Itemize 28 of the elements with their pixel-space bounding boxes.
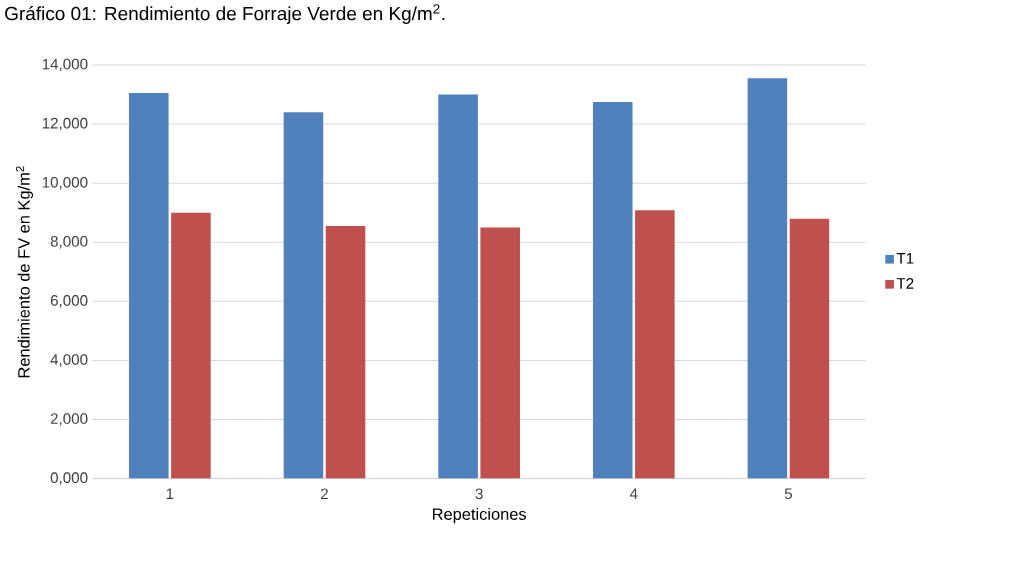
y-tick-label: 14,000 <box>42 58 88 72</box>
chart-title: Gráfico 01: Rendimiento de Forraje Verde en Kg/m$^{2}$. <box>5 4 445 24</box>
legend-label: T1 <box>896 252 914 264</box>
y-tick-label: 8,000 <box>50 235 88 249</box>
bar <box>480 227 520 479</box>
y-tick-label: 2,000 <box>50 413 88 426</box>
y-tick-label: 0,000 <box>50 472 88 485</box>
x-axis-title: Repeticiones <box>433 507 527 524</box>
x-tick-label: 2 <box>321 488 328 499</box>
legend-label: T2 <box>896 277 914 289</box>
bar <box>592 101 633 479</box>
bar <box>129 92 169 479</box>
y-tick-label: 10,000 <box>42 176 88 190</box>
x-tick-label: 5 <box>784 488 793 499</box>
x-tick-label: 3 <box>475 488 483 500</box>
bar <box>325 225 366 479</box>
y-tick-label: 12,000 <box>42 117 88 131</box>
bar <box>171 212 211 479</box>
x-tick-label: 4 <box>629 488 638 499</box>
y-axis-title: Rendimiento de FV en Kg/m$^{2}$ <box>16 166 33 378</box>
y-tick-label: 6,000 <box>50 294 88 308</box>
y-tick-label: 4,000 <box>50 354 88 367</box>
x-tick-label: 1 <box>166 488 174 499</box>
bar <box>283 112 324 479</box>
bar <box>635 210 675 479</box>
bar <box>789 218 830 479</box>
bar <box>438 94 478 479</box>
bar <box>747 78 788 479</box>
